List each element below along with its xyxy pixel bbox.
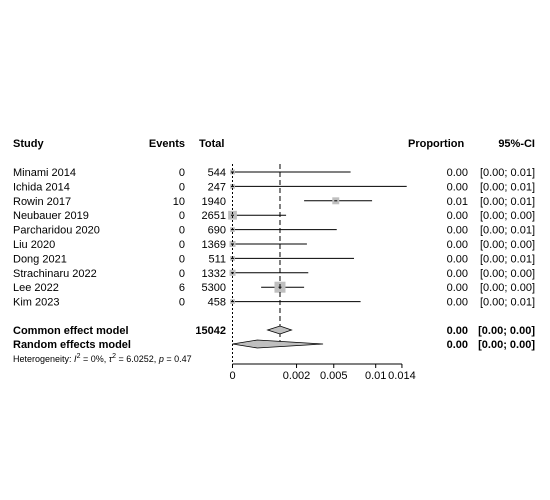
random-effects-proportion: 0.00 bbox=[447, 339, 468, 351]
study-total: 1369 bbox=[202, 239, 226, 251]
study-total: 1332 bbox=[202, 268, 226, 280]
study-events: 0 bbox=[179, 167, 185, 179]
study-ci: [0.00; 0.01] bbox=[480, 297, 535, 309]
header-proportion: Proportion bbox=[408, 138, 464, 150]
heterogeneity-tau-val: = 6.0252, bbox=[116, 354, 159, 364]
study-total: 511 bbox=[208, 253, 226, 265]
study-total: 5300 bbox=[202, 282, 226, 294]
heterogeneity-i2-sup: 2 bbox=[77, 353, 81, 360]
heterogeneity-i2: I bbox=[74, 354, 77, 364]
study-total: 544 bbox=[208, 167, 226, 179]
common-effect-total: 15042 bbox=[195, 325, 226, 337]
study-events: 0 bbox=[179, 239, 185, 251]
study-name: Liu 2020 bbox=[13, 239, 55, 251]
x-tick-label: 0 bbox=[229, 370, 235, 382]
study-proportion: 0.00 bbox=[447, 268, 468, 280]
study-ci: [0.00; 0.01] bbox=[480, 196, 535, 208]
study-proportion: 0.00 bbox=[447, 297, 468, 309]
study-name: Strachinaru 2022 bbox=[13, 268, 97, 280]
random-effects-ci: [0.00; 0.00] bbox=[478, 339, 535, 351]
study-events: 0 bbox=[179, 210, 185, 222]
heterogeneity-i2-val: = 0%, bbox=[80, 354, 108, 364]
study-proportion: 0.00 bbox=[447, 282, 468, 294]
study-name: Kim 2023 bbox=[13, 297, 59, 309]
study-ci: [0.00; 0.01] bbox=[480, 167, 535, 179]
heterogeneity-tau: τ bbox=[109, 354, 113, 364]
header-total: Total bbox=[199, 138, 224, 150]
header-ci: 95%-CI bbox=[498, 138, 535, 150]
study-events: 10 bbox=[173, 196, 185, 208]
header-study: Study bbox=[13, 138, 44, 150]
x-tick-label: 0.005 bbox=[320, 370, 348, 382]
common-effect-ci: [0.00; 0.00] bbox=[478, 325, 535, 337]
study-name: Lee 2022 bbox=[13, 282, 59, 294]
x-tick-label: 0.01 bbox=[365, 370, 386, 382]
summary-rows: Common effect model 15042 0.00 [0.00; 0.… bbox=[13, 325, 535, 364]
common-effect-diamond bbox=[266, 325, 293, 335]
study-proportion: 0.00 bbox=[447, 167, 468, 179]
study-events: 0 bbox=[179, 268, 185, 280]
study-total: 247 bbox=[208, 181, 226, 193]
common-effect-label: Common effect model bbox=[13, 325, 129, 337]
study-proportion: 0.00 bbox=[447, 181, 468, 193]
study-events: 0 bbox=[179, 225, 185, 237]
heterogeneity-tau-sup: 2 bbox=[112, 353, 116, 360]
study-name: Minami 2014 bbox=[13, 167, 76, 179]
study-proportion: 0.00 bbox=[447, 253, 468, 265]
study-total: 2651 bbox=[202, 210, 226, 222]
random-effects-label: Random effects model bbox=[13, 339, 131, 351]
study-ci: [0.00; 0.00] bbox=[480, 210, 535, 222]
study-ci: [0.00; 0.01] bbox=[480, 181, 535, 193]
study-name: Parcharidou 2020 bbox=[13, 225, 100, 237]
heterogeneity-p: p bbox=[158, 354, 164, 364]
study-total: 458 bbox=[208, 297, 226, 309]
x-axis: 0 0.002 0.005 0.01 0.014 bbox=[229, 363, 416, 382]
x-tick-label: 0.002 bbox=[283, 370, 311, 382]
study-name: Dong 2021 bbox=[13, 253, 67, 265]
study-ci: [0.00; 0.00] bbox=[480, 239, 535, 251]
common-effect-proportion: 0.00 bbox=[447, 325, 468, 337]
study-proportion: 0.00 bbox=[447, 239, 468, 251]
random-effects-diamond bbox=[232, 339, 324, 349]
study-name: Ichida 2014 bbox=[13, 181, 70, 193]
heterogeneity-p-val: = 0.47 bbox=[164, 354, 192, 364]
study-total: 690 bbox=[208, 225, 226, 237]
study-events: 0 bbox=[179, 297, 185, 309]
header-row: Study Events Total Proportion 95%-CI bbox=[13, 138, 535, 150]
study-ci: [0.00; 0.00] bbox=[480, 268, 535, 280]
study-proportion: 0.00 bbox=[447, 210, 468, 222]
heterogeneity-prefix: Heterogeneity: bbox=[13, 354, 74, 364]
x-tick-label: 0.014 bbox=[388, 370, 416, 382]
study-proportion: 0.01 bbox=[447, 196, 468, 208]
study-ci: [0.00; 0.01] bbox=[480, 225, 535, 237]
study-ci: [0.00; 0.01] bbox=[480, 253, 535, 265]
study-total: 1940 bbox=[202, 196, 226, 208]
heterogeneity-text: Heterogeneity: I2 = 0%, τ2 = 6.0252, p =… bbox=[13, 353, 192, 364]
header-events: Events bbox=[149, 138, 185, 150]
study-events: 0 bbox=[179, 181, 185, 193]
study-name: Rowin 2017 bbox=[13, 196, 71, 208]
study-rows: Minami 2014 0 544 0.00 [0.00; 0.01] Ichida 20… bbox=[13, 167, 535, 309]
study-events: 6 bbox=[179, 282, 185, 294]
study-events: 0 bbox=[179, 253, 185, 265]
study-name: Neubauer 2019 bbox=[13, 210, 89, 222]
study-proportion: 0.00 bbox=[447, 225, 468, 237]
plot-area bbox=[228, 164, 407, 364]
study-ci: [0.00; 0.00] bbox=[480, 282, 535, 294]
